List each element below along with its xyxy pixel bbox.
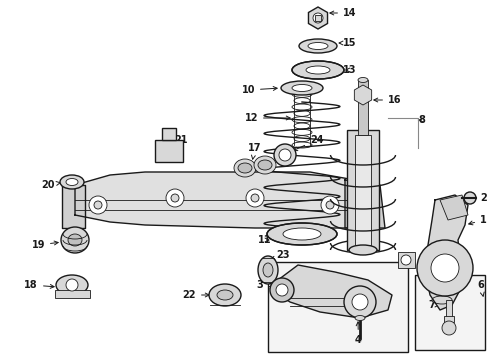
Polygon shape xyxy=(62,185,85,228)
Text: 9: 9 xyxy=(250,163,264,173)
Circle shape xyxy=(463,192,475,204)
Polygon shape xyxy=(75,172,359,228)
Ellipse shape xyxy=(217,290,232,300)
Text: 17: 17 xyxy=(247,143,261,159)
Circle shape xyxy=(416,240,472,296)
Circle shape xyxy=(250,194,259,202)
Ellipse shape xyxy=(279,149,290,161)
Circle shape xyxy=(245,189,264,207)
Bar xyxy=(357,80,367,135)
Polygon shape xyxy=(345,180,384,228)
Circle shape xyxy=(94,201,102,209)
Ellipse shape xyxy=(273,144,295,166)
Ellipse shape xyxy=(431,296,451,304)
Polygon shape xyxy=(354,85,371,105)
Bar xyxy=(346,130,378,250)
Text: 6: 6 xyxy=(476,280,483,296)
Ellipse shape xyxy=(56,275,88,295)
Text: 15: 15 xyxy=(338,38,356,48)
Bar xyxy=(267,262,407,352)
Ellipse shape xyxy=(283,228,320,240)
Circle shape xyxy=(325,201,333,209)
Text: 11: 11 xyxy=(258,235,271,245)
Text: 20: 20 xyxy=(41,180,61,190)
Ellipse shape xyxy=(258,160,271,170)
Text: 2: 2 xyxy=(471,193,486,203)
Text: 12: 12 xyxy=(244,113,289,123)
Circle shape xyxy=(430,254,458,282)
Text: 1: 1 xyxy=(468,215,486,225)
Ellipse shape xyxy=(60,175,84,189)
Text: 3: 3 xyxy=(256,280,274,290)
Text: 4: 4 xyxy=(354,322,361,345)
Text: 5: 5 xyxy=(396,253,408,263)
Ellipse shape xyxy=(258,256,278,284)
Text: 23: 23 xyxy=(270,250,289,260)
Ellipse shape xyxy=(68,234,82,246)
Circle shape xyxy=(66,279,78,291)
Circle shape xyxy=(320,196,338,214)
Polygon shape xyxy=(424,195,467,310)
Bar xyxy=(155,140,183,162)
Text: 16: 16 xyxy=(373,95,401,105)
Ellipse shape xyxy=(263,263,272,277)
Ellipse shape xyxy=(305,66,329,74)
Ellipse shape xyxy=(61,227,89,253)
Ellipse shape xyxy=(234,159,256,177)
Circle shape xyxy=(312,13,323,23)
Ellipse shape xyxy=(298,39,336,53)
Polygon shape xyxy=(397,252,414,268)
Polygon shape xyxy=(445,300,451,318)
Ellipse shape xyxy=(357,77,367,82)
Circle shape xyxy=(400,255,410,265)
Ellipse shape xyxy=(307,42,327,50)
Ellipse shape xyxy=(266,223,336,245)
Text: 18: 18 xyxy=(24,280,54,290)
Text: 19: 19 xyxy=(31,240,58,250)
Text: 14: 14 xyxy=(329,8,356,18)
Text: 22: 22 xyxy=(182,290,209,300)
Polygon shape xyxy=(308,7,327,29)
Circle shape xyxy=(89,196,107,214)
Text: 8: 8 xyxy=(417,115,424,125)
Circle shape xyxy=(171,194,179,202)
Ellipse shape xyxy=(238,163,251,173)
Bar xyxy=(414,275,484,350)
Circle shape xyxy=(165,189,183,207)
Polygon shape xyxy=(55,290,90,298)
Ellipse shape xyxy=(253,156,275,174)
Bar xyxy=(162,128,176,140)
Circle shape xyxy=(343,286,375,318)
Ellipse shape xyxy=(208,284,241,306)
Polygon shape xyxy=(439,195,467,220)
Polygon shape xyxy=(274,265,391,318)
Ellipse shape xyxy=(281,81,323,95)
Text: 24: 24 xyxy=(293,135,323,150)
Text: 13: 13 xyxy=(342,65,356,75)
Text: 21: 21 xyxy=(168,135,187,146)
Ellipse shape xyxy=(291,61,343,79)
Bar xyxy=(354,135,370,245)
Ellipse shape xyxy=(348,245,376,255)
Circle shape xyxy=(351,294,367,310)
Text: 7: 7 xyxy=(427,300,438,310)
Circle shape xyxy=(275,284,287,296)
Circle shape xyxy=(441,321,455,335)
Bar xyxy=(314,15,320,21)
Ellipse shape xyxy=(354,315,364,320)
Text: 10: 10 xyxy=(241,85,277,95)
Circle shape xyxy=(269,278,293,302)
Polygon shape xyxy=(443,316,453,322)
Ellipse shape xyxy=(66,179,78,185)
Ellipse shape xyxy=(291,85,311,91)
